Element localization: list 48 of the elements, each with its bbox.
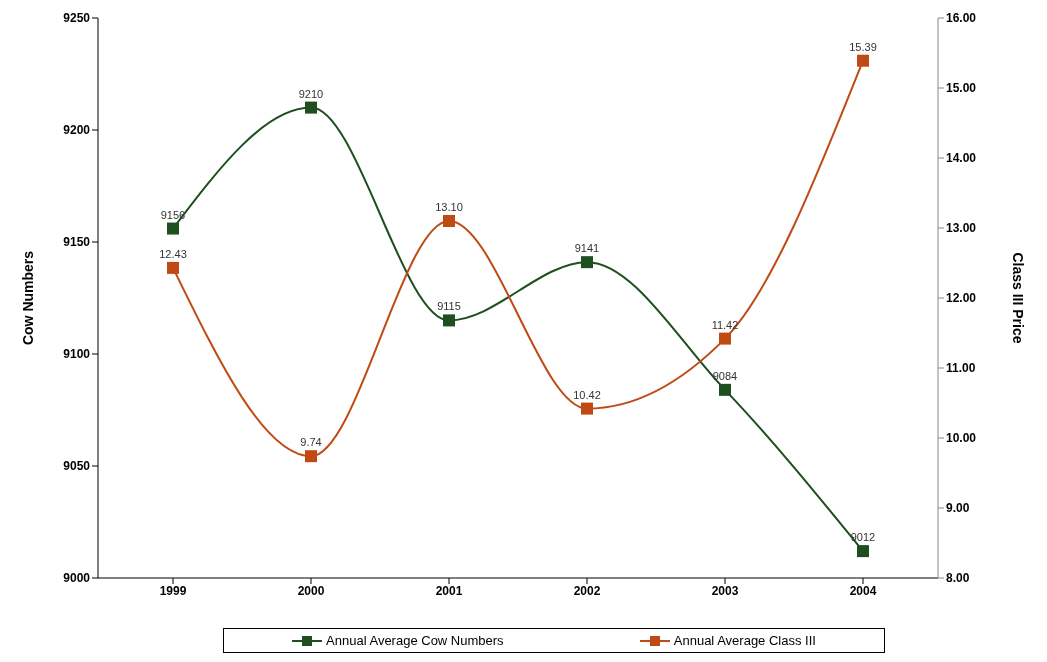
data-label: 10.42 bbox=[573, 388, 601, 401]
x-tick-label: 2003 bbox=[711, 583, 739, 598]
x-tick-label: 1999 bbox=[159, 583, 187, 598]
y2-tick-label: 15.00 bbox=[946, 81, 977, 96]
y-tick-label: 9200 bbox=[63, 123, 91, 138]
data-label: 12.43 bbox=[159, 247, 187, 260]
y2-tick-label: 16.00 bbox=[946, 11, 977, 26]
point bbox=[305, 101, 317, 114]
y-axis-title: Cow Numbers bbox=[19, 250, 36, 346]
y2-tick-label: 8.00 bbox=[946, 571, 970, 586]
y2-tick-label: 10.00 bbox=[946, 431, 977, 446]
x-tick-label: 2004 bbox=[849, 583, 877, 598]
y-tick-label: 9000 bbox=[63, 571, 91, 586]
point bbox=[581, 402, 593, 415]
y2-tick-label: 12.00 bbox=[946, 291, 977, 306]
legend-label: Annual Average Class III bbox=[673, 633, 816, 648]
point bbox=[443, 314, 455, 327]
legend-label: Annual Average Cow Numbers bbox=[326, 633, 504, 648]
y2-tick-label: 9.00 bbox=[946, 501, 970, 516]
point bbox=[719, 383, 731, 396]
data-label: 11.42 bbox=[711, 318, 739, 331]
x-tick-label: 2000 bbox=[297, 583, 325, 598]
data-label: 9084 bbox=[712, 369, 738, 382]
point bbox=[167, 222, 179, 235]
data-label: 9141 bbox=[574, 242, 600, 255]
y-tick-label: 9050 bbox=[63, 459, 91, 474]
point bbox=[857, 54, 869, 67]
point bbox=[443, 215, 455, 227]
data-label: 9210 bbox=[298, 87, 324, 100]
point bbox=[581, 256, 593, 269]
y-tick-label: 9250 bbox=[63, 11, 91, 26]
data-label: 9115 bbox=[437, 300, 461, 313]
y2-axis-title: Class III Price bbox=[1010, 252, 1027, 344]
point bbox=[305, 450, 317, 463]
data-label: 9012 bbox=[850, 531, 876, 544]
y2-tick-label: 14.00 bbox=[946, 151, 977, 166]
x-tick-label: 2001 bbox=[435, 583, 463, 598]
point bbox=[167, 261, 179, 274]
x-tick-label: 2002 bbox=[573, 583, 601, 598]
data-label: 13.10 bbox=[435, 201, 463, 213]
data-label: 15.39 bbox=[849, 40, 877, 53]
y-tick-label: 9150 bbox=[63, 235, 91, 250]
data-label: 9.74 bbox=[300, 436, 322, 449]
y2-tick-label: 13.00 bbox=[946, 221, 977, 236]
y2-tick-label: 11.00 bbox=[946, 361, 976, 376]
point bbox=[857, 545, 869, 558]
point bbox=[719, 332, 731, 345]
y-tick-label: 9100 bbox=[63, 347, 91, 362]
